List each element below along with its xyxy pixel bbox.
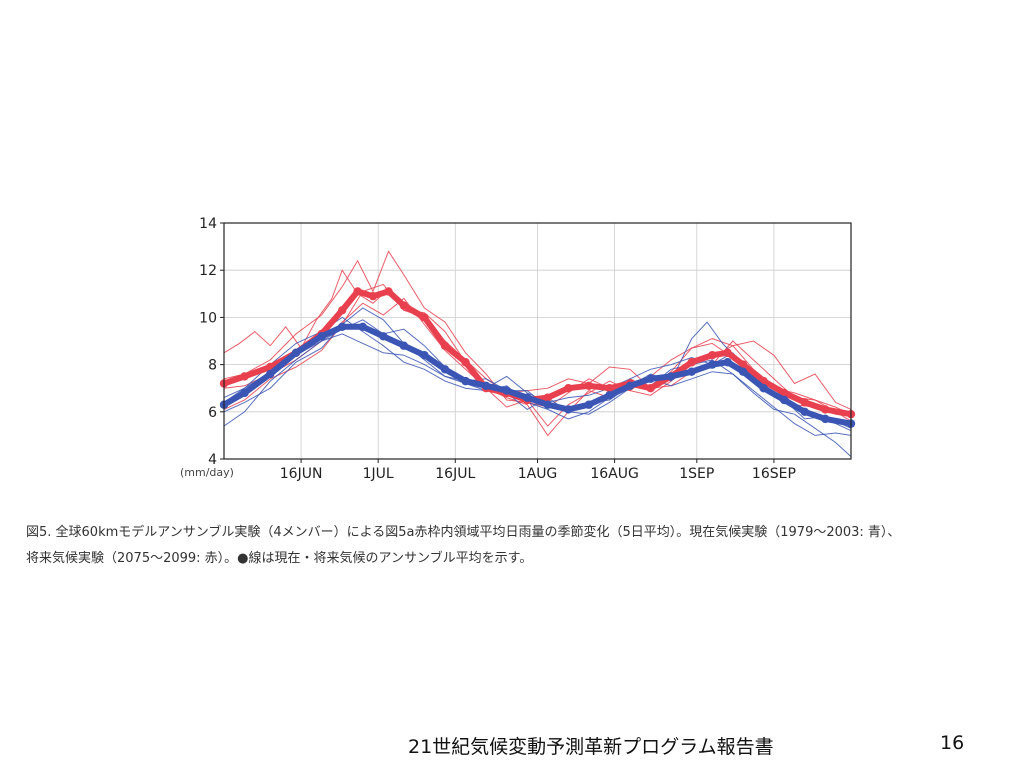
mean-series-point bbox=[625, 381, 635, 391]
y-tick-label: 4 bbox=[208, 452, 217, 468]
mean-series-point bbox=[358, 322, 367, 332]
mean-series-point bbox=[821, 405, 830, 414]
y-unit-label: (mm/day) bbox=[180, 466, 234, 479]
member-series-line bbox=[223, 316, 852, 457]
y-axis: 4 6 8 10 12 14 bbox=[199, 216, 224, 468]
mean-series-point bbox=[708, 360, 717, 369]
mean-series-point bbox=[584, 400, 594, 409]
mean-series-point bbox=[240, 388, 249, 398]
caption-line-1: 図5. 全球60kmモデルアンサンブル実験（4メンバー）による図5a赤枠内領域平… bbox=[26, 525, 901, 540]
mean-series-point bbox=[399, 301, 409, 310]
y-tick-label: 6 bbox=[208, 405, 217, 421]
x-axis: 16JUN 1JUL 16JUL 1AUG 16AUG 1SEP 16SEP bbox=[280, 459, 796, 482]
mean-series-point bbox=[379, 332, 388, 341]
mean-series-point bbox=[384, 287, 393, 296]
x-tick-label: 16JUL bbox=[435, 466, 475, 482]
mean-series-point bbox=[779, 395, 789, 405]
mean-series-point bbox=[800, 398, 809, 407]
mean-series-point bbox=[291, 348, 301, 357]
mean-series-point bbox=[800, 407, 809, 416]
mean-series-point bbox=[368, 291, 378, 301]
mean-series-point bbox=[440, 341, 450, 350]
mean-series-point bbox=[543, 400, 552, 409]
mean-series-point bbox=[708, 350, 717, 360]
x-tick-label: 1SEP bbox=[679, 466, 714, 482]
mean-series-point bbox=[723, 358, 732, 367]
mean-series-point bbox=[353, 287, 362, 296]
mean-series-point bbox=[502, 386, 511, 395]
mean-series-point bbox=[481, 381, 491, 391]
mean-series-point bbox=[399, 341, 409, 350]
mean-series-point bbox=[240, 372, 249, 381]
mean-series-point bbox=[420, 350, 429, 360]
y-tick-label: 8 bbox=[208, 358, 217, 374]
x-tick-label: 16JUN bbox=[280, 466, 323, 482]
y-tick-label: 14 bbox=[199, 216, 217, 232]
mean-series-point bbox=[420, 313, 429, 322]
mean-series-point bbox=[266, 369, 275, 379]
x-tick-label: 1AUG bbox=[518, 466, 558, 482]
mean-series-point bbox=[646, 384, 655, 393]
mean-series-point bbox=[317, 332, 326, 341]
mean-series-point bbox=[605, 384, 614, 393]
mean-series-point bbox=[738, 360, 748, 369]
figure-caption: 図5. 全球60kmモデルアンサンブル実験（4メンバー）による図5a赤枠内領域平… bbox=[26, 520, 1016, 572]
precipitation-chart: 4 6 8 10 12 14 16JUN 1JUL 16JUL 1AUG 16AUG 1SEP 16S… bbox=[180, 216, 856, 482]
mean-series-point bbox=[723, 348, 732, 357]
page-number: 16 bbox=[940, 732, 965, 754]
mean-series-point bbox=[564, 405, 573, 414]
x-tick-label: 16AUG bbox=[590, 466, 639, 482]
mean-series-point bbox=[605, 391, 614, 400]
caption-line-2: 将来気候実験（2075～2099: 赤）。●線は現在・将来気候のアンサンブル平均… bbox=[26, 551, 533, 566]
mean-series-point bbox=[564, 384, 573, 393]
x-tick-label: 16SEP bbox=[752, 466, 796, 482]
mean-series-point bbox=[461, 376, 470, 386]
mean-series-point bbox=[666, 372, 676, 381]
footer-title: 21世紀気候変動予測革新プログラム報告書 bbox=[408, 736, 774, 758]
mean-series-point bbox=[338, 306, 347, 315]
mean-series-point bbox=[759, 384, 768, 393]
mean-series-point bbox=[646, 374, 655, 383]
mean-series-point bbox=[543, 393, 552, 402]
mean-series-point bbox=[821, 414, 830, 424]
mean-series-point bbox=[523, 393, 532, 402]
y-tick-label: 10 bbox=[199, 310, 217, 326]
mean-series-point bbox=[779, 388, 789, 398]
y-tick-label: 12 bbox=[199, 263, 217, 279]
mean-series-point bbox=[687, 358, 696, 367]
mean-series-point bbox=[738, 367, 748, 376]
mean-series-point bbox=[584, 381, 594, 391]
mean-lines bbox=[219, 287, 856, 428]
mean-series-point bbox=[461, 358, 470, 367]
x-tick-label: 1JUL bbox=[363, 466, 394, 482]
mean-series-point bbox=[687, 367, 696, 376]
mean-series-point bbox=[440, 365, 450, 374]
mean-series-point bbox=[338, 322, 347, 332]
